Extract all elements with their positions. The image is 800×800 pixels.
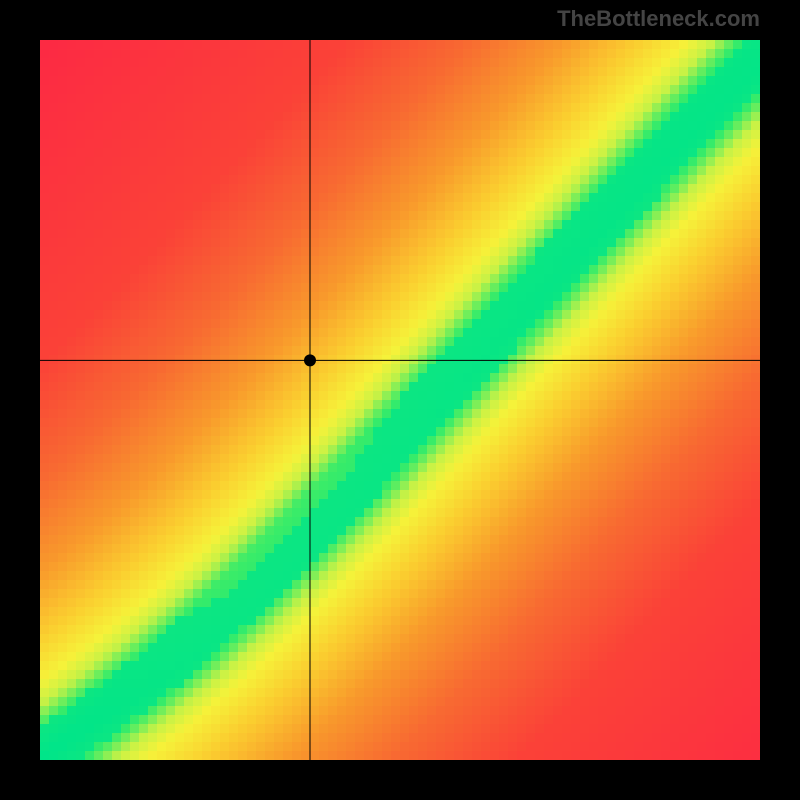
heatmap-svg (40, 40, 760, 760)
watermark-text: TheBottleneck.com (557, 6, 760, 32)
bottleneck-heatmap (40, 40, 760, 760)
heatmap-cells (40, 40, 760, 760)
